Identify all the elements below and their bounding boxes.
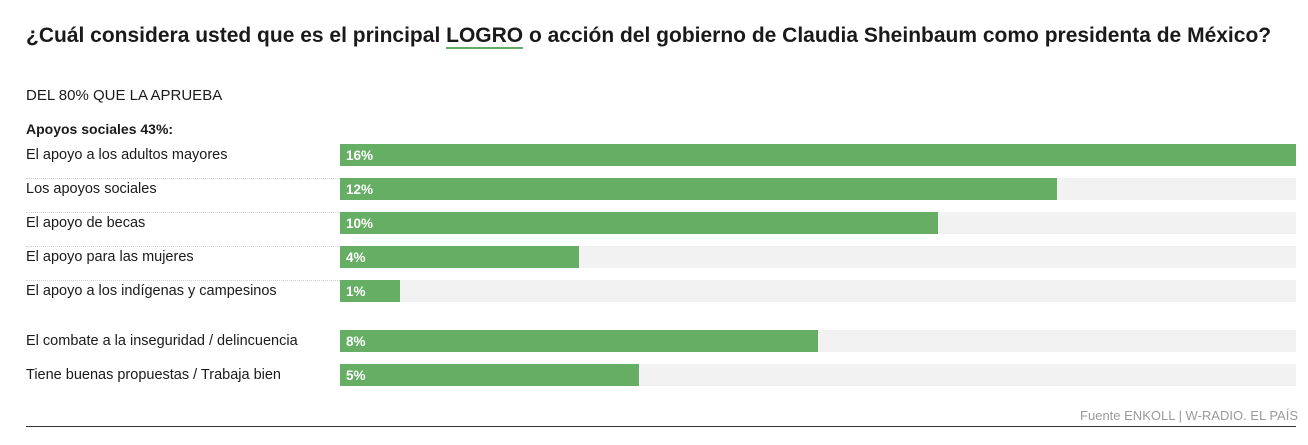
- bar: 16%: [340, 144, 1296, 166]
- category-label: El apoyo de becas: [26, 215, 146, 231]
- category-label: Tiene buenas propuestas / Trabaja bien: [26, 367, 281, 383]
- category-label: Los apoyos sociales: [26, 181, 157, 197]
- bar-row: El apoyo a los adultos mayores 16%: [26, 144, 1296, 179]
- bar-value-label: 5%: [346, 368, 366, 383]
- bar-value-label: 1%: [346, 284, 366, 299]
- bar-row: Los apoyos sociales 12%: [26, 178, 1296, 213]
- bar-value-label: 12%: [346, 182, 374, 197]
- bar-row: El combate a la inseguridad / delincuenc…: [26, 330, 1296, 364]
- bar: 12%: [340, 178, 1057, 200]
- bar-row: Tiene buenas propuestas / Trabaja bien 5%: [26, 364, 1296, 398]
- bar-row: El apoyo de becas 10%: [26, 212, 1296, 247]
- source-note: Fuente ENKOLL | W-RADIO. EL PAÍS: [1080, 408, 1298, 423]
- category-label: El combate a la inseguridad / delincuenc…: [26, 333, 298, 349]
- bar-track: 10%: [340, 212, 1296, 234]
- bar-row: El apoyo para las mujeres 4%: [26, 246, 1296, 281]
- chart-subtitle: DEL 80% QUE LA APRUEBA: [26, 87, 223, 104]
- bar-value-label: 16%: [346, 148, 374, 163]
- category-label: El apoyo a los indígenas y campesinos: [26, 283, 277, 299]
- bar-track: 16%: [340, 144, 1296, 166]
- bottom-rule: [26, 426, 1296, 427]
- bar: 5%: [340, 364, 639, 386]
- bar-row: El apoyo a los indígenas y campesinos 1%: [26, 280, 1296, 314]
- bar: 4%: [340, 246, 579, 268]
- bar-track: 12%: [340, 178, 1296, 200]
- category-label: El apoyo a los adultos mayores: [26, 147, 228, 163]
- chart-title: ¿Cuál considera usted que es el principa…: [26, 22, 1286, 50]
- category-label: El apoyo para las mujeres: [26, 249, 194, 265]
- bar-track: 8%: [340, 330, 1296, 352]
- bar-track: 4%: [340, 246, 1296, 268]
- bar-value-label: 8%: [346, 334, 366, 349]
- group-label: Apoyos sociales 43%:: [26, 121, 174, 137]
- bar: 10%: [340, 212, 938, 234]
- bar-value-label: 4%: [346, 250, 366, 265]
- bar: 8%: [340, 330, 818, 352]
- title-text-after: o acción del gobierno de Claudia Sheinba…: [523, 24, 1272, 47]
- bar-track: 1%: [340, 280, 1296, 302]
- bar-track: 5%: [340, 364, 1296, 386]
- title-highlight: LOGRO: [446, 24, 524, 49]
- bar: 1%: [340, 280, 400, 302]
- bar-value-label: 10%: [346, 216, 374, 231]
- title-text-before: ¿Cuál considera usted que es el principa…: [26, 24, 447, 47]
- chart-title-block: ¿Cuál considera usted que es el principa…: [26, 22, 1286, 50]
